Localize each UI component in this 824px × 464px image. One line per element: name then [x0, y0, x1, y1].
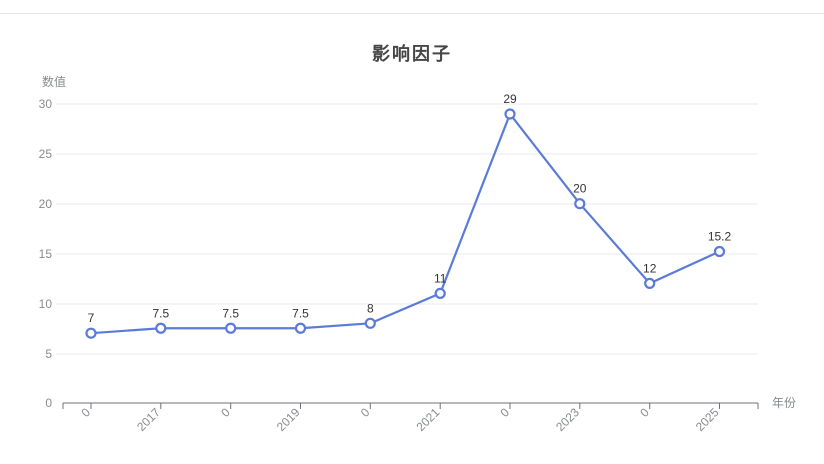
svg-text:30: 30	[39, 97, 53, 111]
svg-text:20: 20	[39, 197, 53, 211]
svg-text:8: 8	[367, 301, 374, 315]
svg-text:15.2: 15.2	[708, 230, 732, 244]
svg-text:5: 5	[45, 347, 52, 361]
svg-text:7.5: 7.5	[222, 306, 239, 320]
svg-text:29: 29	[503, 92, 517, 106]
svg-text:25: 25	[39, 147, 53, 161]
svg-text:2021: 2021	[414, 405, 443, 434]
svg-text:10: 10	[39, 297, 53, 311]
svg-text:2017: 2017	[134, 405, 163, 434]
svg-text:年份: 年份	[772, 396, 796, 410]
svg-text:2019: 2019	[274, 405, 303, 434]
svg-text:7.5: 7.5	[152, 306, 169, 320]
svg-text:数值: 数值	[42, 74, 66, 89]
svg-text:2025: 2025	[693, 405, 722, 434]
svg-text:12: 12	[643, 261, 657, 275]
svg-text:7: 7	[88, 311, 95, 325]
svg-text:7.5: 7.5	[292, 306, 309, 320]
svg-text:15: 15	[39, 247, 53, 261]
svg-text:20: 20	[573, 182, 587, 196]
svg-text:0: 0	[45, 396, 52, 410]
svg-text:11: 11	[434, 271, 447, 285]
svg-text:2023: 2023	[553, 405, 582, 434]
